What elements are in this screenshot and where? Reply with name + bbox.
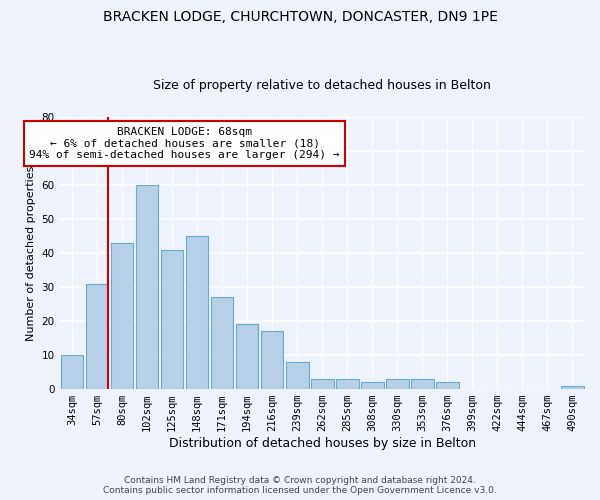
Bar: [236, 324, 259, 389]
Bar: [61, 355, 83, 389]
Bar: [336, 379, 359, 389]
Bar: [111, 242, 133, 389]
Bar: [86, 284, 109, 389]
X-axis label: Distribution of detached houses by size in Belton: Distribution of detached houses by size …: [169, 437, 476, 450]
Bar: [136, 185, 158, 389]
Bar: [386, 379, 409, 389]
Text: BRACKEN LODGE, CHURCHTOWN, DONCASTER, DN9 1PE: BRACKEN LODGE, CHURCHTOWN, DONCASTER, DN…: [103, 10, 497, 24]
Bar: [186, 236, 208, 389]
Bar: [411, 379, 434, 389]
Y-axis label: Number of detached properties: Number of detached properties: [26, 165, 36, 340]
Bar: [211, 297, 233, 389]
Bar: [561, 386, 584, 389]
Bar: [361, 382, 383, 389]
Text: Contains HM Land Registry data © Crown copyright and database right 2024.
Contai: Contains HM Land Registry data © Crown c…: [103, 476, 497, 495]
Text: BRACKEN LODGE: 68sqm
← 6% of detached houses are smaller (18)
94% of semi-detach: BRACKEN LODGE: 68sqm ← 6% of detached ho…: [29, 127, 340, 160]
Bar: [261, 331, 283, 389]
Bar: [311, 379, 334, 389]
Bar: [161, 250, 184, 389]
Bar: [436, 382, 458, 389]
Bar: [286, 362, 308, 389]
Title: Size of property relative to detached houses in Belton: Size of property relative to detached ho…: [154, 79, 491, 92]
